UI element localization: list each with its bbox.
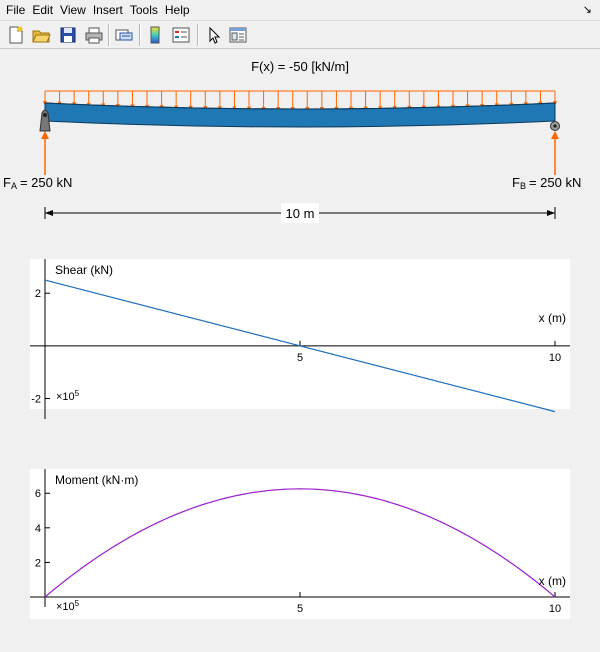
moment-x-tick-label: 5: [297, 603, 303, 615]
figure-canvas: F(x) = -50 [kN/m] FA = 250 kN FB = 250: [0, 49, 600, 649]
shear-exponent: ×105: [56, 389, 80, 403]
menu-bar: File Edit View Insert Tools Help ↘: [0, 0, 600, 21]
shear-x-tick-label: 5: [297, 352, 303, 364]
moment-x-axis-label: x (m): [539, 574, 566, 588]
moment-y-tick-label: 6: [35, 488, 41, 500]
save-icon[interactable]: [58, 25, 78, 45]
shear-x-axis-label: x (m): [539, 311, 566, 325]
reaction-a-arrow: [41, 131, 49, 175]
moment-y-tick-label: 4: [35, 523, 41, 535]
moment-series-line: [44, 488, 556, 598]
toolbar-separator: [139, 24, 141, 46]
link-icon[interactable]: [114, 25, 134, 45]
shear-x-tick-label: 10: [549, 352, 561, 364]
reaction-b-arrow: [551, 131, 559, 175]
moment-x-tick-label: 10: [549, 603, 561, 615]
shear-y-tick-label: 2: [35, 288, 41, 300]
menu-edit[interactable]: Edit: [32, 3, 54, 17]
menu-help[interactable]: Help: [164, 3, 190, 17]
beam-body: [44, 102, 556, 128]
legend-icon[interactable]: [171, 25, 191, 45]
shear-y-tick-label: -2: [31, 393, 41, 405]
menu-view[interactable]: View: [60, 3, 86, 17]
pointer-icon[interactable]: [204, 25, 224, 45]
support-b-roller: [550, 121, 560, 131]
menu-tools[interactable]: Tools: [129, 3, 158, 17]
undock-arrow-icon[interactable]: ↘: [582, 4, 592, 16]
shear-series-line: [44, 279, 556, 413]
colorbar-icon[interactable]: [145, 25, 165, 45]
beam-top-edge: [44, 102, 556, 110]
shear-chart: 5 10 2 -2 Shear (kN) x (m) ×105: [30, 259, 570, 419]
shear-title: Shear (kN): [55, 263, 113, 277]
load-label: F(x) = -50 [kN/m]: [251, 59, 349, 74]
moment-y-tick-label: 2: [35, 557, 41, 569]
open-file-icon[interactable]: [31, 25, 51, 45]
shear-axes-background: [30, 259, 570, 409]
span-dimension: 10 m: [44, 203, 556, 223]
menu-insert[interactable]: Insert: [92, 3, 123, 17]
menu-file[interactable]: File: [6, 3, 26, 17]
beam-diagram: F(x) = -50 [kN/m] FA = 250 kN FB = 250: [3, 59, 581, 223]
property-inspector-icon[interactable]: [228, 25, 248, 45]
span-label: 10 m: [286, 206, 315, 221]
moment-title: Moment (kN·m): [55, 473, 138, 487]
toolbar-separator: [108, 24, 110, 46]
new-figure-icon[interactable]: [6, 25, 26, 45]
support-a-pin: [39, 109, 51, 132]
print-icon[interactable]: [84, 25, 104, 45]
reaction-a-label: FA = 250 kN: [3, 175, 72, 191]
moment-exponent: ×105: [56, 599, 80, 613]
toolbar: [0, 21, 600, 49]
toolbar-separator: [197, 24, 199, 46]
reaction-b-label: FB = 250 kN: [512, 175, 581, 191]
moment-chart: 5 10 6 4 2 Moment (kN·m) x (m) ×105: [30, 469, 570, 619]
